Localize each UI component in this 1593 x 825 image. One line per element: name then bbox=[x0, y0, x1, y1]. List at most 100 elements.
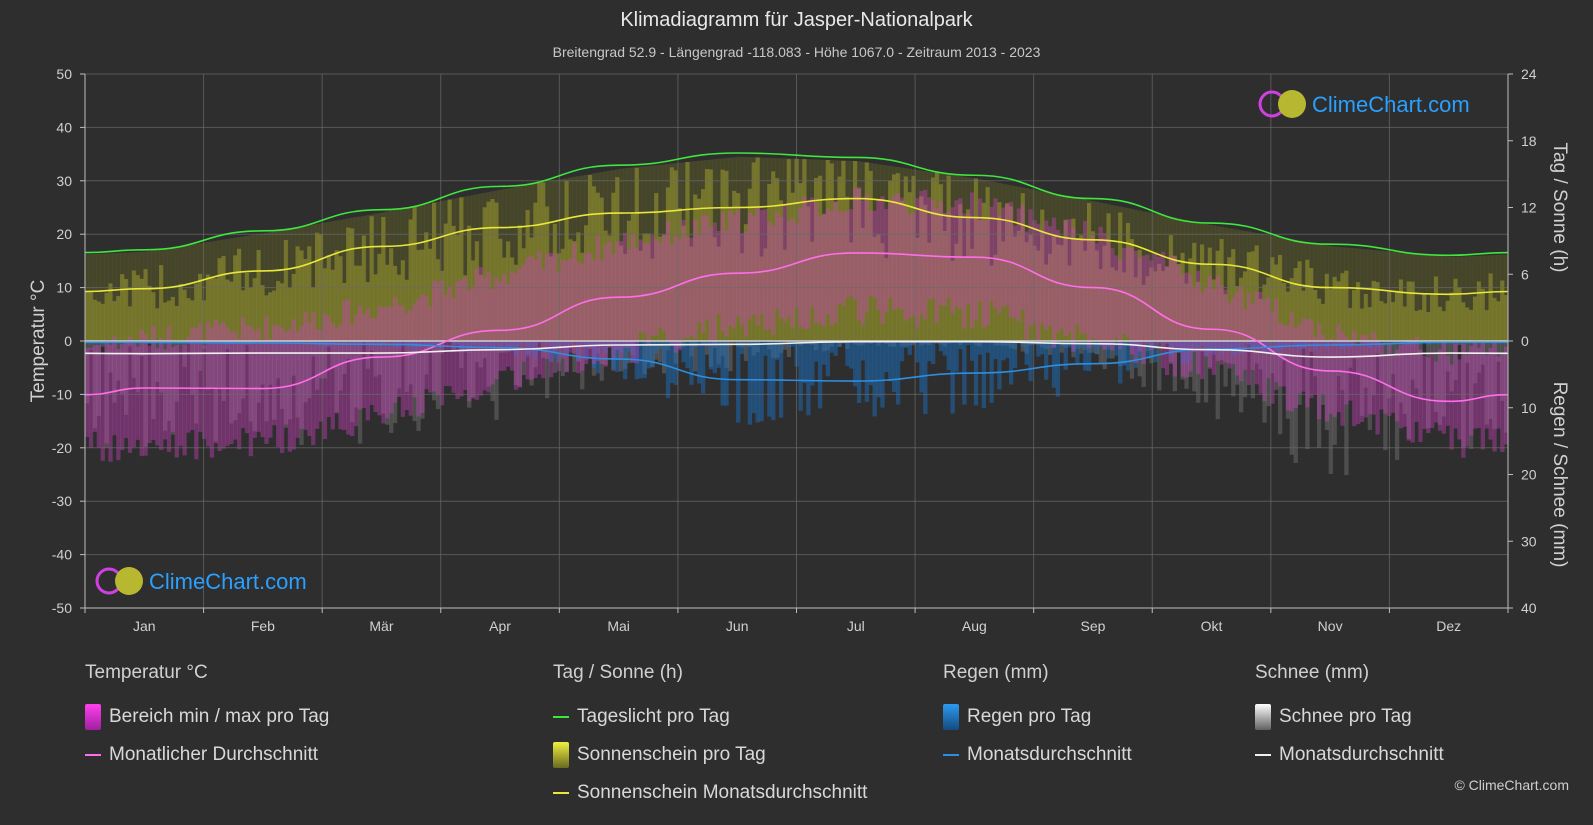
rain-bar bbox=[969, 341, 975, 361]
snow-bar bbox=[1379, 341, 1384, 382]
sunshine-bar bbox=[439, 270, 445, 341]
sunshine-bar bbox=[747, 188, 753, 341]
rain-bar bbox=[630, 341, 636, 362]
temp-range-bar bbox=[201, 345, 207, 439]
sunshine-bar bbox=[244, 272, 250, 341]
temp-range-bar bbox=[630, 233, 636, 364]
temp-range-bar bbox=[474, 269, 480, 400]
temp-range-bar bbox=[139, 329, 144, 457]
snow-bar bbox=[264, 341, 269, 422]
sunshine-bar bbox=[1129, 239, 1135, 341]
daylight-bar bbox=[342, 219, 347, 341]
temp-range-bar bbox=[931, 199, 936, 299]
temp-range-bar bbox=[860, 200, 866, 325]
sunshine-bar bbox=[1227, 257, 1232, 341]
sunshine-bar bbox=[1383, 303, 1388, 341]
sunshine-bar bbox=[1484, 310, 1489, 341]
rain-bar bbox=[217, 341, 222, 343]
rain-bar bbox=[938, 341, 944, 352]
snow-bar bbox=[159, 341, 164, 393]
rain-bar bbox=[619, 341, 624, 353]
temp-range-bar bbox=[591, 260, 597, 364]
temp-range-bar bbox=[392, 297, 398, 403]
sunshine-bar bbox=[1426, 311, 1431, 341]
y-tick-label-left: 10 bbox=[56, 280, 72, 296]
temp-range-bar bbox=[572, 242, 577, 354]
temp-range-bar bbox=[365, 308, 370, 421]
sunshine-bar bbox=[1500, 280, 1505, 341]
temp-range-bar bbox=[938, 201, 944, 305]
sunshine-bar bbox=[767, 183, 772, 341]
temp-range-bar bbox=[1098, 226, 1103, 346]
daylight-bar bbox=[1196, 222, 1201, 341]
y-tick-label-left: 20 bbox=[56, 226, 72, 242]
temp-range-bar bbox=[1200, 292, 1205, 380]
temp-range-bar bbox=[872, 210, 877, 298]
snow-bar bbox=[424, 341, 429, 375]
temp-range-bar bbox=[408, 310, 413, 416]
rain-bar bbox=[739, 341, 745, 355]
temp-range-bar bbox=[669, 244, 675, 346]
legend-swatch-snow bbox=[1255, 704, 1271, 730]
rain-bar bbox=[923, 341, 928, 414]
temp-range-bar bbox=[841, 211, 846, 306]
sunshine-bar bbox=[786, 159, 792, 341]
sunshine-bar bbox=[778, 200, 784, 341]
rain-bar bbox=[529, 341, 534, 354]
temp-range-bar bbox=[1231, 297, 1236, 365]
sunshine-bar bbox=[927, 242, 932, 341]
snow-bar bbox=[743, 341, 749, 361]
y-axis-title-left: Temperatur °C bbox=[28, 280, 49, 403]
sunshine-bar bbox=[1001, 241, 1006, 341]
sunshine-bar bbox=[139, 278, 144, 341]
snow-bar bbox=[1293, 341, 1298, 463]
rain-bar bbox=[365, 341, 370, 345]
rain-bar bbox=[1235, 341, 1240, 354]
temp-range-bar bbox=[1235, 291, 1240, 376]
temp-range-bar bbox=[1336, 324, 1341, 413]
sunshine-bar bbox=[872, 236, 877, 341]
snow-bar bbox=[404, 341, 409, 392]
sunshine-bar bbox=[1067, 265, 1072, 341]
rain-bar bbox=[1355, 341, 1361, 343]
temp-range-bar bbox=[143, 334, 148, 456]
sunshine-bar bbox=[1079, 235, 1084, 341]
legend-swatch-daylight bbox=[553, 716, 569, 718]
sunshine-bar bbox=[564, 180, 569, 341]
sunshine-bar bbox=[1469, 309, 1474, 341]
snow-bar bbox=[1281, 341, 1287, 361]
snow-bar bbox=[1129, 341, 1135, 379]
daylight-bar bbox=[1367, 249, 1372, 341]
y-tick-label-left: 30 bbox=[56, 173, 72, 189]
temp-range-bar bbox=[513, 273, 519, 390]
rain-bar bbox=[1246, 341, 1252, 347]
sunshine-bar bbox=[287, 287, 293, 341]
daylight-bar bbox=[1469, 256, 1474, 341]
snow-bar bbox=[377, 341, 382, 375]
sunshine-bar bbox=[334, 250, 339, 341]
sunshine-bar bbox=[194, 283, 199, 341]
snow-bar bbox=[1496, 341, 1501, 362]
snow-bar bbox=[174, 341, 179, 402]
temp-range-bar bbox=[1418, 349, 1423, 442]
sunshine-bar bbox=[385, 264, 390, 341]
temp-range-bar bbox=[318, 329, 324, 422]
sunshine-bar bbox=[131, 270, 137, 341]
temp-range-bar bbox=[1001, 207, 1006, 307]
sunshine-bar bbox=[1086, 202, 1092, 341]
temp-range-bar bbox=[1340, 331, 1345, 426]
sunshine-bar bbox=[1476, 281, 1482, 341]
temp-range-bar bbox=[92, 345, 98, 432]
sunshine-bar bbox=[404, 279, 409, 341]
temp-range-bar bbox=[1129, 248, 1135, 355]
sunshine-bar bbox=[474, 241, 480, 341]
temp-range-bar bbox=[1426, 357, 1431, 434]
sunshine-bar bbox=[1036, 250, 1041, 341]
temp-range-bar bbox=[814, 202, 819, 324]
temp-range-bar bbox=[911, 212, 916, 316]
rain-bar bbox=[611, 341, 616, 370]
rain-bar bbox=[404, 341, 409, 345]
sunshine-bar bbox=[135, 275, 140, 341]
sunshine-bar bbox=[1032, 245, 1037, 341]
daylight-bar bbox=[272, 231, 277, 341]
